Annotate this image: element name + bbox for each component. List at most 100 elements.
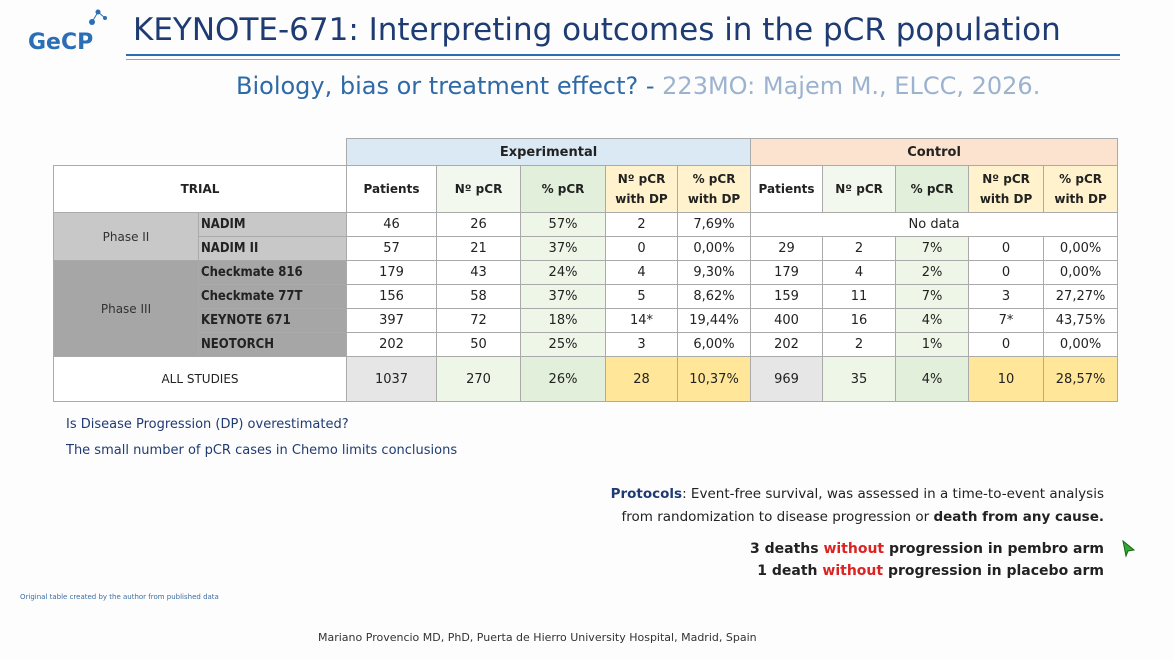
table-row: Experimental Control [54,138,1119,166]
protocols-label: Protocols [610,486,683,502]
total-cell: 10 [968,356,1045,402]
t: progression in placebo arm [883,563,1104,579]
column-header: Nº pCR [822,165,897,213]
table-row: NADIM II 57 21 37% 0 0,00% 29 2 7% 0 0,00% [54,236,1119,261]
table-row: KEYNOTE 671 397 72 18% 14* 19,44% 400 16 4% 7* 43,… [54,308,1119,333]
cell: 3 [605,332,678,357]
protocols: Protocols: Event-free survival, was asse… [611,486,1104,502]
cell: 0 [605,236,678,261]
cell: 202 [750,332,824,357]
source-note: Original table created by the author fro… [20,593,219,601]
blank [54,139,347,166]
title: KEYNOTE-671: Interpreting outcomes in th… [133,12,1061,48]
total-cell: 1037 [346,356,437,402]
cell: 16 [822,308,897,333]
total-cell: 35 [822,356,897,402]
total-label: ALL STUDIES [53,356,347,402]
total-cell: 10,37% [676,356,752,402]
trial-name: NADIM [198,212,347,237]
cell: 202 [346,332,437,357]
footer: Mariano Provencio MD, PhD, Puerta de Hie… [318,631,757,644]
subtitle-text: Biology, bias or treatment effect? - [236,72,655,100]
column-header: Nº pCR with DP [968,165,1045,213]
cell: 24% [520,260,606,285]
cell: 29 [750,236,824,261]
t: 1 death [757,563,823,579]
table-row: Phase III Checkmate 816 179 43 24% 4 9,30% 179 4… [53,260,1119,357]
cell: 0 [968,332,1045,357]
cell: 0,00% [1043,260,1119,285]
cell: 1% [895,332,970,357]
cell: 159 [750,284,824,309]
trial-header: TRIAL [53,165,347,213]
cell: 7% [895,236,970,261]
title-rule [126,59,1120,60]
cell: 179 [346,260,437,285]
no-data: No data [750,212,1119,237]
cell: 0,00% [676,236,752,261]
cell: 43 [436,260,521,285]
column-header: % pCR [520,165,606,213]
death-note: 3 deaths without progression in pembro a… [750,541,1104,557]
group-header: Control [750,138,1119,166]
column-header: Nº pCR with DP [605,165,678,213]
cell: 0 [968,260,1045,285]
cell: 2 [822,332,897,357]
cell: 7* [968,308,1045,333]
cell: 58 [436,284,521,309]
cell: 37% [520,236,606,261]
cell: 72 [436,308,521,333]
t-red: without [822,563,884,579]
cursor [1122,540,1136,558]
column-header: % pCR with DP [676,165,752,213]
logo: GeCP [28,30,94,55]
cell: 400 [750,308,824,333]
cell: 179 [750,260,824,285]
cell: 5 [605,284,678,309]
t: progression in pembro arm [884,541,1104,557]
protocols-emph: death from any cause. [933,509,1104,525]
cell: 26 [436,212,521,237]
cell: 37% [520,284,606,309]
cell: 57% [520,212,606,237]
cell: 50 [436,332,521,357]
cell: 4 [605,260,678,285]
note: The small number of pCR cases in Chemo l… [66,443,458,458]
subtitle: Biology, bias or treatment effect? - 223… [236,72,1040,100]
death-note: 1 death without progression in placebo a… [757,563,1104,579]
total-cell: 28,57% [1043,356,1119,402]
table-row: Phase II NADIM 46 26 57% 2 7,69% No data [53,212,1119,261]
cell: 11 [822,284,897,309]
cell: 9,30% [676,260,752,285]
cell: 0,00% [1043,332,1119,357]
trial-name: Checkmate 816 [198,260,347,285]
cell: 14* [605,308,678,333]
cell: 2% [895,260,970,285]
column-header: Patients [750,165,824,213]
protocols-text: from randomization to disease progressio… [621,509,934,525]
cell: 25% [520,332,606,357]
cell: 4 [822,260,897,285]
cell: 43,75% [1043,308,1119,333]
phase: Phase II [53,212,199,261]
cell: 397 [346,308,437,333]
reference: 223MO: Majem M., ELCC, 2026. [662,72,1041,100]
cell: 0,00% [1043,236,1119,261]
table-row: ALL STUDIES 1037 270 26% 28 10,37% 969 35 4% 10 28… [53,356,1119,402]
column-header: % pCR [895,165,970,213]
total-cell: 26% [520,356,606,402]
cell: 57 [346,236,437,261]
cell: 27,27% [1043,284,1119,309]
column-header: Nº pCR [436,165,521,213]
protocols-text: : Event-free survival, was assessed in a… [682,486,1104,502]
cell: 3 [968,284,1045,309]
cell: 21 [436,236,521,261]
cell: 2 [822,236,897,261]
note: Is Disease Progression (DP) overestimate… [66,417,349,432]
total-cell: 270 [436,356,521,402]
cell: 46 [346,212,437,237]
title-rule [126,54,1120,56]
cell: 2 [605,212,678,237]
logo-dots [89,9,107,25]
